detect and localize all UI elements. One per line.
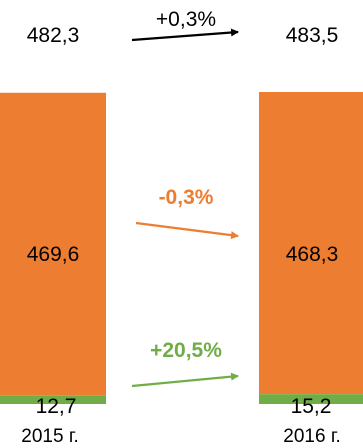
change-label-green: +20,5% <box>150 339 222 362</box>
segment-label-2016-major: 468,3 <box>286 243 339 266</box>
category-label-2016: 2016 г. <box>283 426 340 447</box>
total-label-2016: 483,5 <box>286 24 339 47</box>
change-arrow-green <box>132 376 238 386</box>
segment-label-2016-minor: 15,2 <box>291 395 332 418</box>
change-label-total: +0,3% <box>156 8 216 31</box>
segment-label-2015-minor: 12,7 <box>36 395 77 418</box>
total-label-2015: 482,3 <box>27 24 80 47</box>
change-arrow-orange <box>136 223 238 236</box>
category-label-2015: 2015 г. <box>21 426 78 447</box>
segment-label-2015-major: 469,6 <box>27 243 80 266</box>
change-arrow-total <box>132 32 238 40</box>
change-label-orange: -0,3% <box>159 186 214 209</box>
